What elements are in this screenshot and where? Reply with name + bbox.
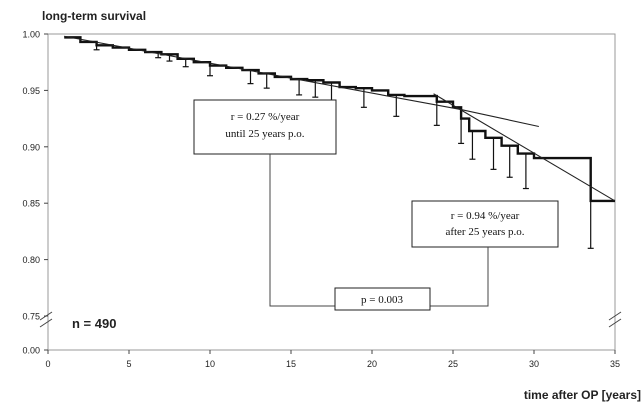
y-tick-label: 0.00 bbox=[22, 346, 40, 356]
chart-title: long-term survival bbox=[42, 9, 146, 23]
survival-step-line bbox=[64, 36, 615, 203]
y-tick-label: 0.95 bbox=[22, 86, 40, 96]
x-tick-label: 5 bbox=[126, 359, 131, 369]
x-tick-label: 30 bbox=[529, 359, 539, 369]
x-tick-label: 25 bbox=[448, 359, 458, 369]
x-axis-label: time after OP [years] bbox=[524, 388, 641, 402]
x-tick-label: 35 bbox=[610, 359, 620, 369]
annotation-slope-late-line1: r = 0.94 %/year bbox=[451, 210, 520, 222]
y-tick-label: 0.75 bbox=[22, 312, 40, 322]
x-tick-label: 15 bbox=[286, 359, 296, 369]
regression-line-2 bbox=[433, 93, 616, 202]
axis-break-left bbox=[39, 311, 53, 328]
annotation-slope-early: r = 0.27 %/year until 25 years p.o. bbox=[193, 99, 337, 155]
x-tick-label: 20 bbox=[367, 359, 377, 369]
x-axis: 0 5 10 15 20 25 30 35 bbox=[45, 350, 620, 369]
sample-size-label: n = 490 bbox=[72, 316, 116, 331]
annotation-slope-late: r = 0.94 %/year after 25 years p.o. bbox=[411, 200, 559, 248]
annotation-slope-early-line2: until 25 years p.o. bbox=[225, 128, 304, 140]
x-tick-label: 0 bbox=[45, 359, 50, 369]
annotation-slope-late-line2: after 25 years p.o. bbox=[445, 226, 524, 238]
y-axis: 0.00 0.75 0.80 0.85 0.90 0.95 1.00 bbox=[22, 30, 48, 356]
p-value-bracket: p = 0.003 bbox=[269, 154, 489, 311]
y-tick-label: 1.00 bbox=[22, 30, 40, 40]
regression-line-3 bbox=[460, 109, 539, 128]
plot-frame bbox=[47, 33, 616, 351]
p-value-label: p = 0.003 bbox=[361, 294, 403, 306]
annotation-slope-early-line1: r = 0.27 %/year bbox=[231, 111, 300, 123]
y-tick-label: 0.85 bbox=[22, 199, 40, 209]
y-tick-label: 0.90 bbox=[22, 142, 40, 152]
axis-break-right bbox=[608, 311, 622, 328]
y-tick-label: 0.80 bbox=[22, 255, 40, 265]
x-tick-label: 10 bbox=[205, 359, 215, 369]
regression-line-1 bbox=[64, 35, 462, 111]
